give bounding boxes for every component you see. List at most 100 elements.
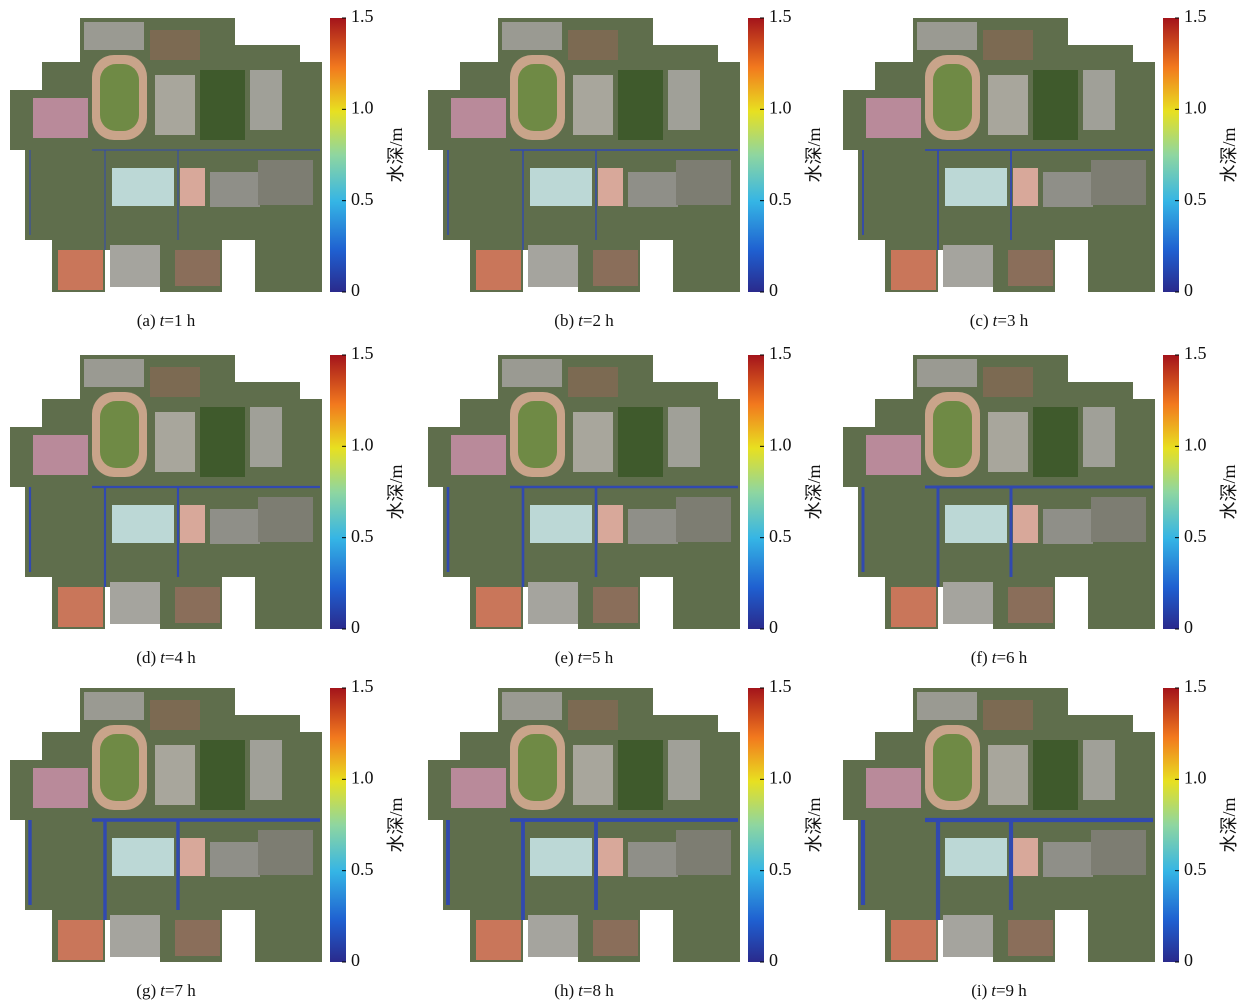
building: [210, 842, 260, 877]
building: [568, 367, 618, 397]
roof: [175, 920, 220, 956]
garden: [618, 70, 663, 140]
building: [528, 915, 578, 957]
building: [84, 22, 144, 50]
building: [258, 830, 313, 875]
building: [1091, 830, 1146, 875]
colorbar: [1163, 18, 1179, 292]
colorbar-label: 水深/m: [1219, 127, 1239, 182]
building: [150, 700, 200, 730]
colorbar-label: 水深/m: [1219, 464, 1239, 519]
caption-label: (h): [554, 981, 574, 1000]
building: [668, 70, 700, 130]
roof: [593, 250, 638, 286]
figure: 00.51.01.5水深/m(a)t=1 h00.51.01.5水深/m(b)t…: [0, 0, 1249, 1008]
panel: 00.51.01.5水深/m(b)t=2 h: [428, 6, 824, 330]
field-grass: [100, 401, 139, 468]
building: [568, 700, 618, 730]
colorbar-label: 水深/m: [386, 464, 406, 519]
plaza: [945, 505, 1007, 543]
building: [573, 75, 613, 135]
plaza: [945, 168, 1007, 206]
colorbar-tick-label: 1.5: [1184, 6, 1207, 26]
building: [150, 30, 200, 60]
garden: [1033, 740, 1078, 810]
colorbar-tick-label: 0: [351, 617, 360, 637]
colorbar-tick-label: 0.5: [769, 526, 792, 546]
caption-label: (f): [971, 648, 988, 667]
building: [1083, 407, 1115, 467]
panel: 00.51.01.5水深/m(g)t=7 h: [10, 676, 406, 1000]
colorbar-tick-label: 0: [351, 280, 360, 300]
caption-label: (a): [137, 311, 156, 330]
garden: [200, 407, 245, 477]
caption-label: (d): [136, 648, 156, 667]
colorbar-tick-label: 0.5: [1184, 526, 1207, 546]
caption-value: =2 h: [583, 311, 614, 330]
building: [250, 407, 282, 467]
field-grass: [518, 64, 557, 131]
building: [1043, 509, 1093, 544]
roof: [476, 587, 521, 627]
building: [573, 412, 613, 472]
building: [250, 740, 282, 800]
caption-label: (b): [554, 311, 574, 330]
colorbar-tick-label: 0: [769, 617, 778, 637]
colorbar-tick-label: 0: [1184, 950, 1193, 970]
panel: 00.51.01.5水深/m(f)t=6 h: [843, 343, 1239, 667]
colorbar-tick-label: 0.5: [1184, 189, 1207, 209]
building: [943, 582, 993, 624]
roof: [58, 920, 103, 960]
panel: 00.51.01.5水深/m(h)t=8 h: [428, 676, 824, 1000]
field-grass: [100, 64, 139, 131]
colorbar-tick-label: 1.0: [769, 97, 792, 117]
building: [502, 22, 562, 50]
colorbar-tick-label: 1.5: [351, 676, 374, 696]
building: [1043, 842, 1093, 877]
colorbar-tick-label: 0.5: [351, 189, 374, 209]
building: [573, 745, 613, 805]
building: [676, 497, 731, 542]
garden: [1033, 70, 1078, 140]
building: [250, 70, 282, 130]
caption-value: =4 h: [165, 648, 196, 667]
caption-label: (i): [971, 981, 987, 1000]
plaza: [598, 168, 623, 206]
colorbar-tick-label: 0.5: [769, 859, 792, 879]
colorbar-tick-label: 1.0: [1184, 767, 1207, 787]
courts: [451, 435, 506, 475]
aerial-map: [843, 18, 1155, 292]
garden: [618, 407, 663, 477]
panel-caption: (f)t=6 h: [971, 648, 1028, 667]
building: [502, 692, 562, 720]
roof: [58, 250, 103, 290]
panel: 00.51.01.5水深/m(a)t=1 h: [10, 6, 406, 330]
garden: [200, 740, 245, 810]
plaza: [530, 168, 592, 206]
building: [917, 22, 977, 50]
building: [988, 75, 1028, 135]
roof: [593, 587, 638, 623]
courts: [33, 98, 88, 138]
colorbar-tick-label: 0: [351, 950, 360, 970]
building: [258, 160, 313, 205]
building: [983, 700, 1033, 730]
colorbar-label: 水深/m: [804, 464, 824, 519]
panel: 00.51.01.5水深/m(c)t=3 h: [843, 6, 1239, 330]
building: [568, 30, 618, 60]
panel-caption: (e)t=5 h: [555, 648, 614, 667]
building: [988, 412, 1028, 472]
roof: [1008, 587, 1053, 623]
field-grass: [100, 734, 139, 801]
plaza: [598, 505, 623, 543]
courts: [866, 768, 921, 808]
building: [917, 359, 977, 387]
colorbar-tick-label: 0: [769, 280, 778, 300]
building: [676, 830, 731, 875]
colorbar: [1163, 355, 1179, 629]
courts: [33, 435, 88, 475]
colorbar-tick-label: 1.5: [351, 6, 374, 26]
caption-label: (c): [970, 311, 989, 330]
building: [155, 75, 195, 135]
plaza: [1013, 505, 1038, 543]
